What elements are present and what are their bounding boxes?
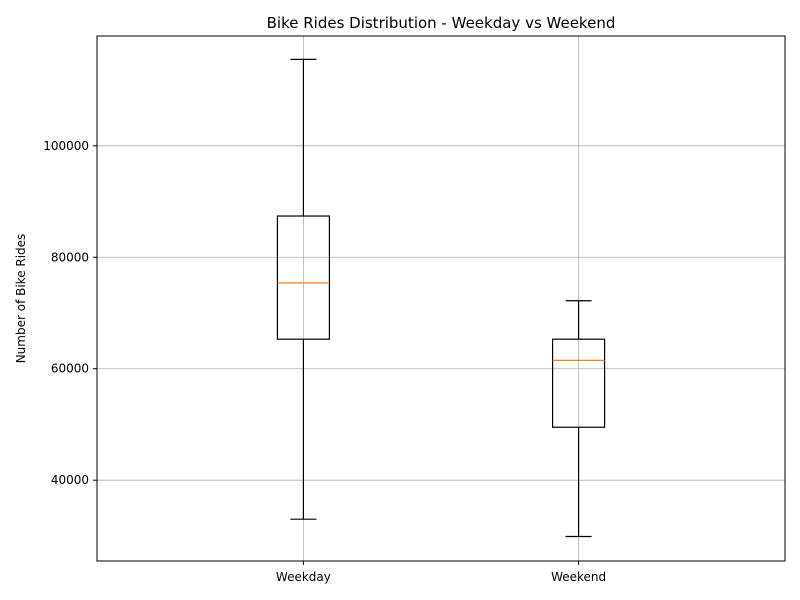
iqr-box <box>276 215 330 340</box>
chart-title: Bike Rides Distribution - Weekday vs Wee… <box>267 14 616 32</box>
y-tick-label: 60000 <box>51 362 89 376</box>
x-tick-label: Weekday <box>276 570 331 584</box>
box-weekend <box>551 300 606 538</box>
y-axis-ticks: 40000 60000 80000 100000 <box>43 139 97 487</box>
box-plots <box>276 58 606 538</box>
x-tick-label: Weekend <box>551 570 606 584</box>
iqr-box <box>551 338 606 428</box>
x-axis-ticks: Weekday Weekend <box>276 561 606 584</box>
axes-frame <box>96 35 786 562</box>
y-axis-label: Number of Bike Rides <box>14 234 28 364</box>
y-tick-label: 100000 <box>43 139 89 153</box>
box-weekday <box>276 58 330 520</box>
y-tick-label: 40000 <box>51 473 89 487</box>
y-tick-label: 80000 <box>51 250 89 264</box>
